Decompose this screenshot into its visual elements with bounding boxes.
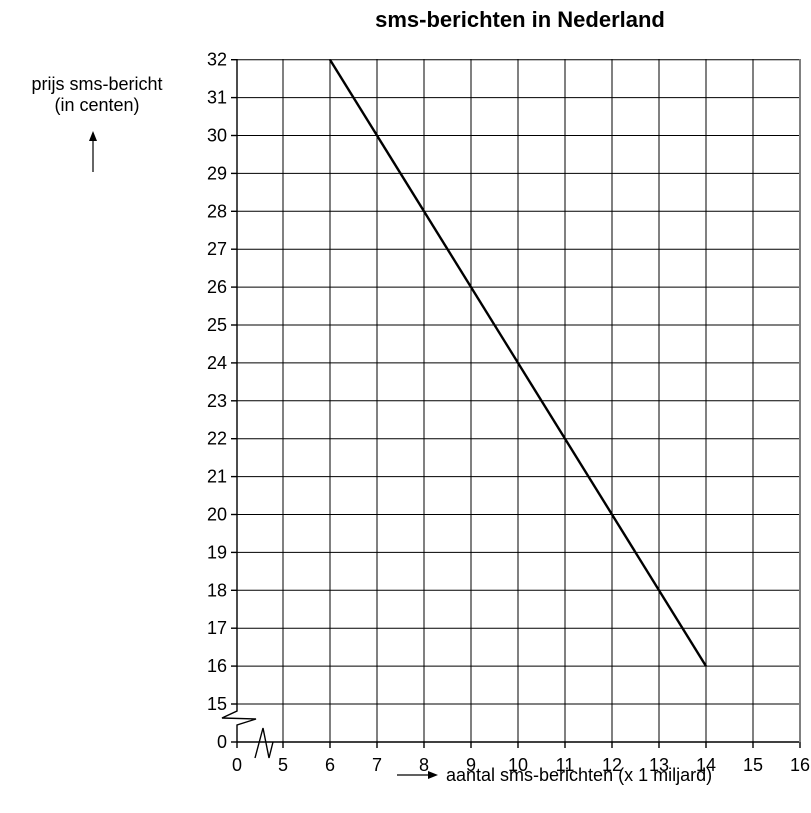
y-tick-label-32: 32 [207,50,227,70]
x-tick-label-8: 8 [419,755,429,775]
y-tick-label-0: 0 [217,732,227,752]
y-axis-label-line2: (in centen) [54,95,139,115]
y-tick-label-23: 23 [207,391,227,411]
y-tick-labels: 0 15 16 17 18 19 20 21 22 23 24 25 26 27 28 29 30 31 32 [207,50,227,752]
x-tick-label-14: 14 [696,755,716,775]
y-tick-label-22: 22 [207,429,227,449]
y-tick-label-31: 31 [207,88,227,108]
grid [237,59,801,742]
y-tick-label-20: 20 [207,505,227,525]
x-tick-label-0: 0 [232,755,242,775]
x-tick-label-15: 15 [743,755,763,775]
axes [221,59,801,759]
y-tick-label-21: 21 [207,467,227,487]
y-tick-label-18: 18 [207,580,227,600]
y-tick-label-26: 26 [207,277,227,297]
series-line-0 [328,59,708,667]
x-tick-label-5: 5 [278,755,288,775]
y-tick-label-16: 16 [207,656,227,676]
y-tick-label-24: 24 [207,353,227,373]
y-tick-label-25: 25 [207,315,227,335]
y-tick-label-15: 15 [207,694,227,714]
x-axis-break [254,727,274,759]
chart-title: sms-berichten in Nederland [375,7,665,32]
y-tick-label-28: 28 [207,201,227,221]
y-axis-arrow [89,131,97,172]
x-tick-label-10: 10 [508,755,528,775]
y-axis-label-line1: prijs sms-bericht [31,74,162,94]
y-tick-label-17: 17 [207,618,227,638]
x-tick-label-7: 7 [372,755,382,775]
x-tick-label-6: 6 [325,755,335,775]
x-tick-label-11: 11 [556,755,575,775]
y-axis-line-with-break [221,59,257,742]
x-axis-arrow [397,771,438,779]
y-tick-label-29: 29 [207,163,227,183]
x-axis-label: aantal sms-berichten (x 1 miljard) [446,765,712,785]
series-group [328,59,708,667]
x-tick-label-16: 16 [790,755,810,775]
x-tick-label-9: 9 [466,755,476,775]
x-tick-label-13: 13 [649,755,669,775]
x-tick-labels: 0 5 6 7 8 9 10 11 12 13 14 15 16 [232,755,810,775]
y-tick-label-30: 30 [207,126,227,146]
y-tick-label-19: 19 [207,542,227,562]
y-tick-label-27: 27 [207,239,227,259]
x-tick-label-12: 12 [602,755,622,775]
